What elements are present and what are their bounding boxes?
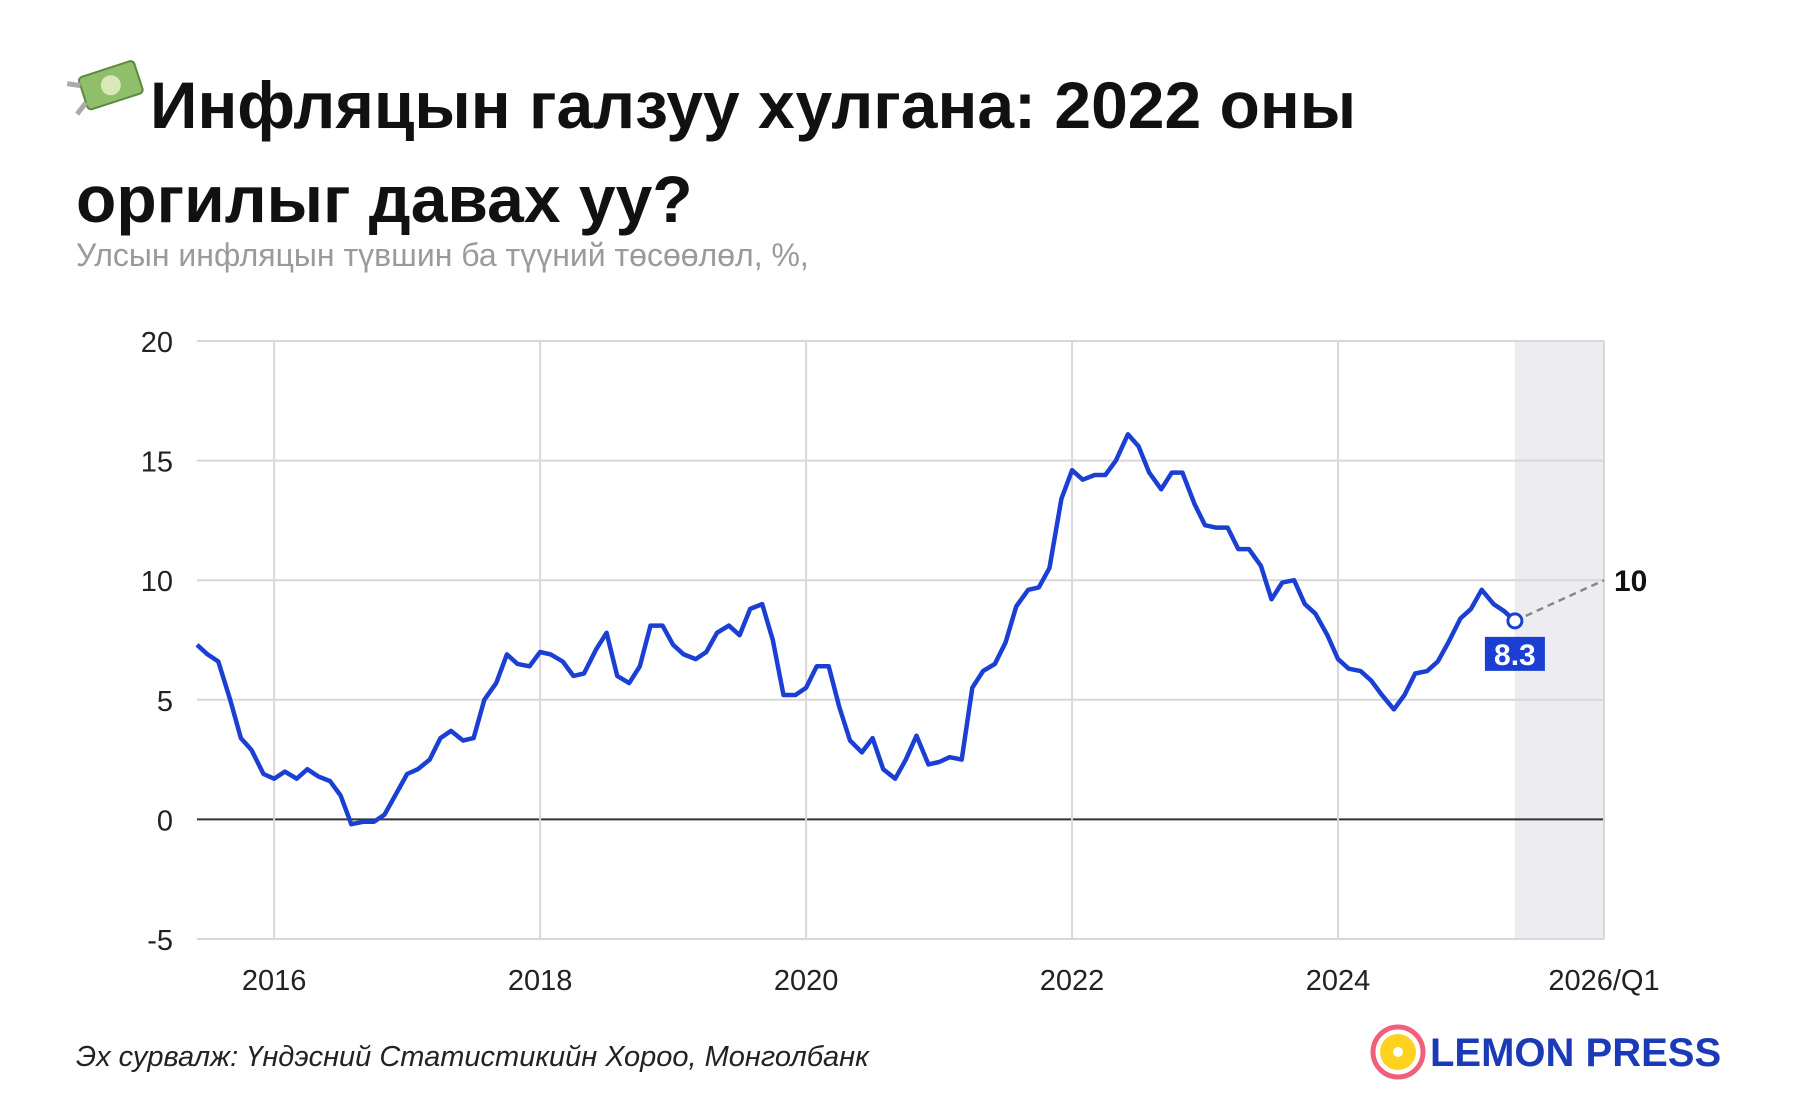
y-tick-label: 20 bbox=[141, 327, 173, 359]
data-line bbox=[195, 432, 1517, 827]
last-point bbox=[1506, 612, 1524, 630]
y-tick-label: 5 bbox=[157, 686, 173, 718]
chart-subtitle: Улсын инфляцын түвшин ба түүний төсөөлөл… bbox=[76, 237, 809, 273]
forecast-label: 10 bbox=[1614, 565, 1647, 598]
y-tick-label: 15 bbox=[141, 447, 173, 479]
y-tick-label: 0 bbox=[157, 805, 173, 837]
chart-title: Инфляцын галзуу хулгана: 2022 оны оргилы… bbox=[76, 68, 1357, 236]
money-icon bbox=[66, 60, 144, 116]
y-tick-label: -5 bbox=[147, 925, 173, 957]
value-label: 8.3 bbox=[1494, 639, 1536, 672]
forecast-line bbox=[1514, 579, 1605, 623]
logo: LEMON PRESS bbox=[1430, 1031, 1721, 1075]
source: Эх сурвалж: Үндэсний Статистикийн Хороо,… bbox=[76, 1041, 870, 1073]
x-tick-label: 2018 bbox=[508, 965, 573, 997]
x-tick-label: 2022 bbox=[1040, 965, 1105, 997]
x-tick-label: 2026/Q1 bbox=[1548, 965, 1659, 997]
x-tick-label: 2024 bbox=[1306, 965, 1371, 997]
y-tick-label: 10 bbox=[141, 566, 173, 598]
value-label-box bbox=[1484, 636, 1545, 671]
x-tick-label: 2020 bbox=[774, 965, 839, 997]
grid bbox=[197, 340, 1605, 940]
x-tick-label: 2016 bbox=[242, 965, 307, 997]
logo-icon bbox=[1370, 1024, 1426, 1080]
